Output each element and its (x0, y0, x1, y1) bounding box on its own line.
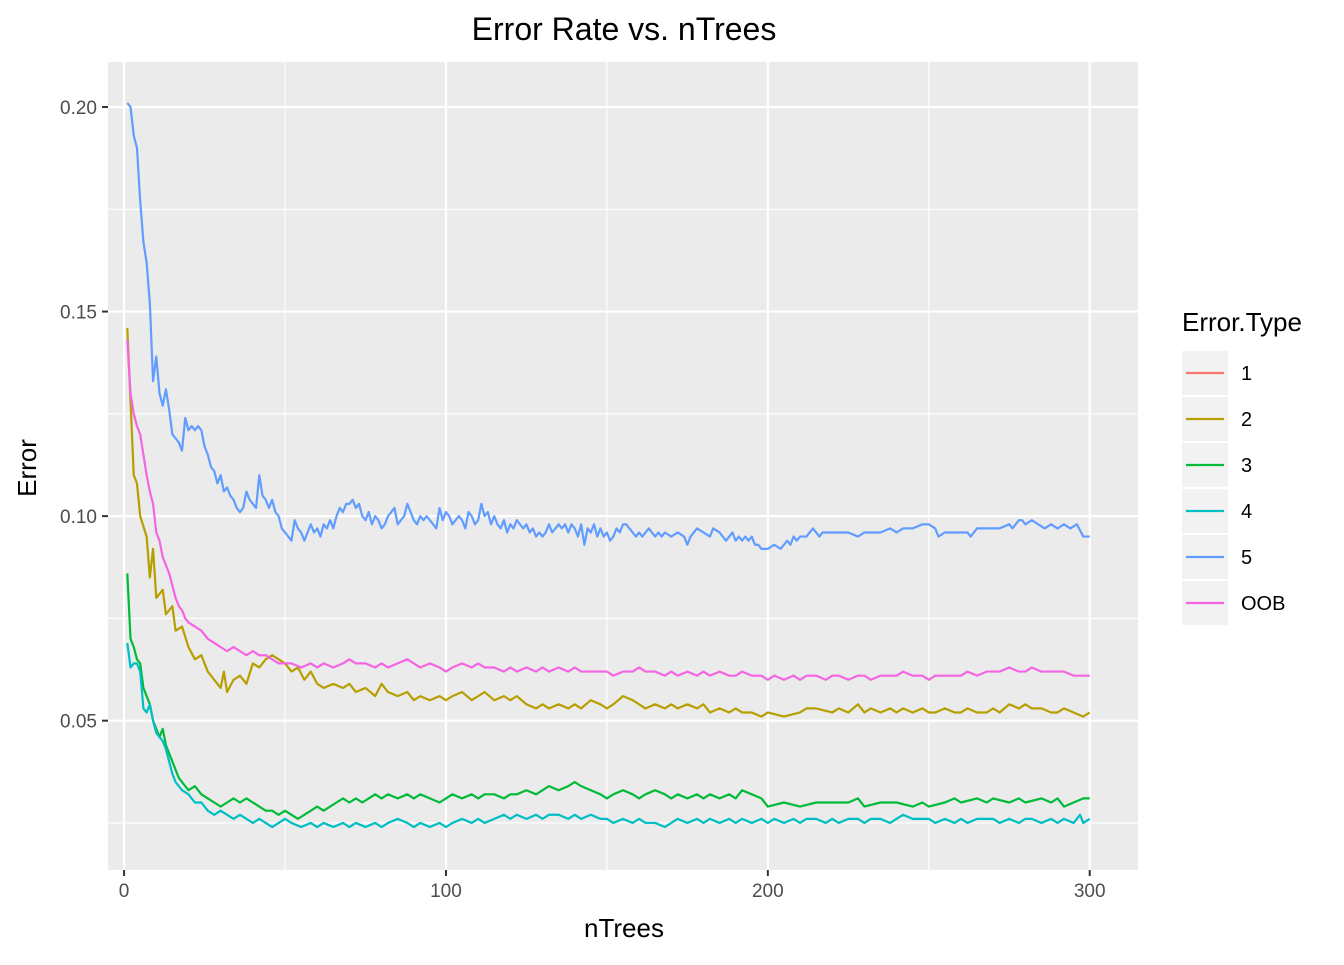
series-line-oob (126, 340, 1090, 681)
chart-title: Error Rate vs. nTrees (472, 11, 777, 47)
x-tick-label: 100 (430, 881, 462, 902)
x-tick-label: 300 (1074, 881, 1106, 902)
y-tick-label: 0.05 (60, 712, 97, 733)
legend-label-5: 5 (1241, 547, 1252, 569)
legend-label-oob: OOB (1241, 593, 1285, 615)
y-axis-title: Error (12, 439, 42, 497)
legend: Error.Type 1 2 3 4 5 OOB (1182, 307, 1302, 625)
series-line-4 (126, 642, 1091, 829)
series-line-2 (126, 327, 1091, 718)
legend-label-4: 4 (1241, 501, 1252, 523)
legend-label-1: 1 (1241, 363, 1252, 385)
x-tick-label: 0 (119, 881, 130, 902)
legend-entries: 1 2 3 4 5 OOB (1182, 351, 1285, 625)
series-layer (126, 102, 1091, 829)
legend-label-3: 3 (1241, 455, 1252, 477)
plot-panel (108, 62, 1138, 870)
y-tick-label: 0.20 (60, 98, 97, 119)
series-line-5 (126, 102, 1090, 550)
y-tick-label: 0.15 (60, 303, 97, 324)
y-tick-label: 0.10 (60, 507, 97, 528)
legend-title: Error.Type (1182, 307, 1302, 337)
x-tick-label: 200 (752, 881, 784, 902)
series-line-3 (126, 573, 1090, 820)
x-axis-title: nTrees (584, 913, 664, 943)
grid-major (108, 62, 1138, 870)
legend-label-2: 2 (1241, 409, 1252, 431)
y-axis: 0.05 0.10 0.15 0.20 (60, 98, 108, 733)
x-axis: 0 100 200 300 (119, 870, 1106, 902)
